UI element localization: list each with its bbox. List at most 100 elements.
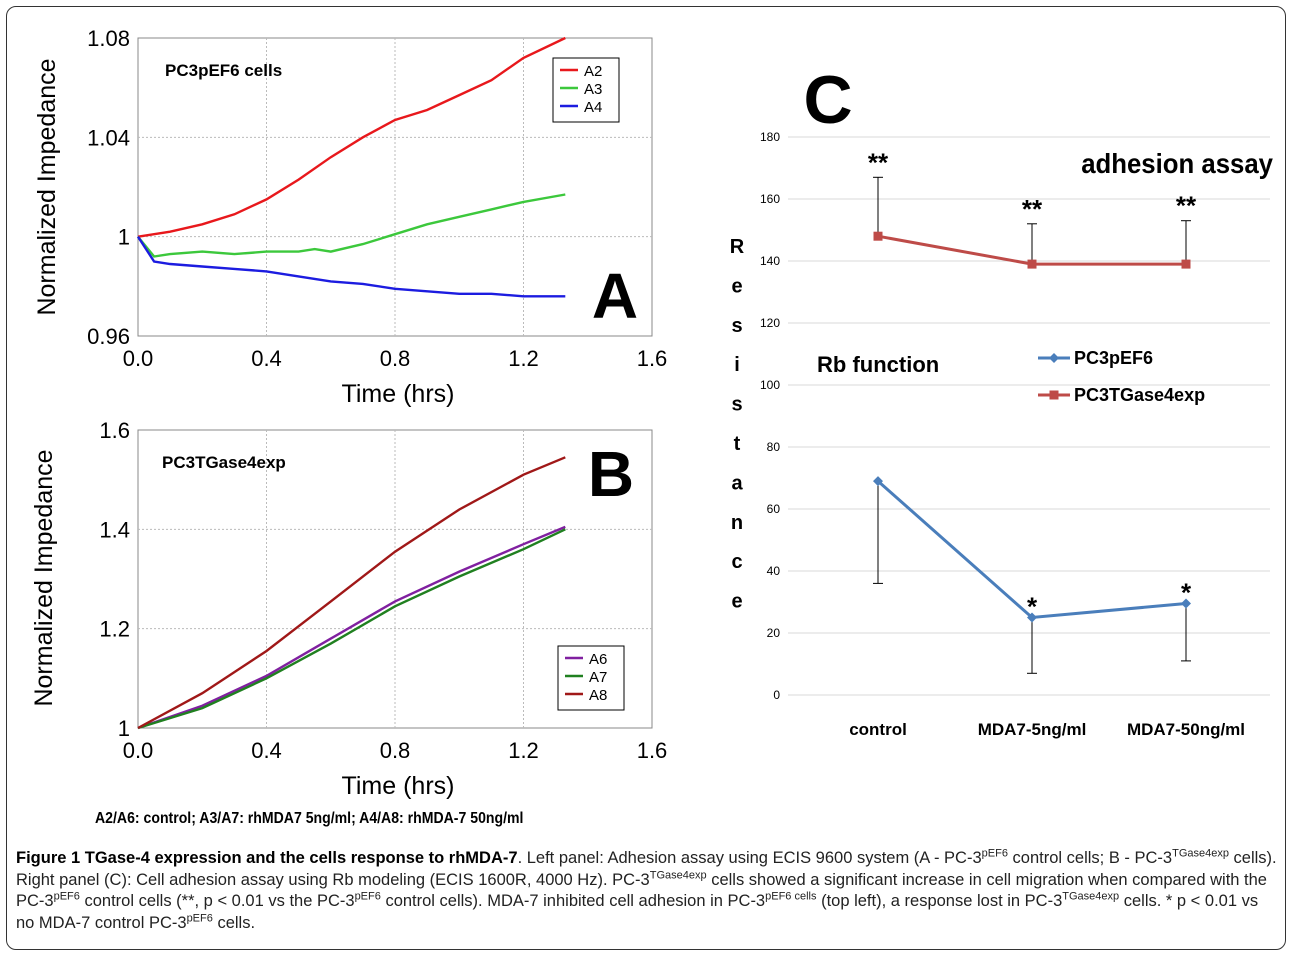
- y-axis-label-letter: R: [730, 236, 745, 258]
- x-tick-label: 1.2: [508, 738, 539, 763]
- y-axis-label-letter: t: [734, 433, 741, 455]
- caption-text: control cells; B - PC-3: [1007, 849, 1173, 867]
- panel-a-xlabel: Time (hrs): [342, 380, 455, 408]
- panel-b-legend: [557, 645, 625, 711]
- caption-title: Figure 1 TGase-4 expression and the cell…: [16, 849, 518, 867]
- panel-a-legend: [552, 57, 620, 123]
- caption-text: control cells (**, p < 0.01 vs the PC-3: [79, 892, 355, 910]
- y-tick-label: 1.6: [99, 418, 130, 443]
- panel-a-ylabel: Normalized Impedance: [33, 58, 61, 315]
- panel-a-letter: A: [592, 260, 638, 332]
- y-axis-label-letter: a: [731, 472, 743, 494]
- x-tick-label: 0.8: [380, 346, 411, 371]
- legend-label: PC3TGase4exp: [1074, 385, 1205, 405]
- series-line-a2: [137, 36, 566, 238]
- y-axis-label-letter: s: [731, 394, 742, 416]
- panel-c-letter: C: [803, 62, 852, 138]
- x-tick-label: 1.6: [637, 346, 668, 371]
- legend-marker: [1049, 390, 1059, 400]
- caption-sup: pEF6: [53, 890, 80, 903]
- y-tick-label: 100: [760, 378, 780, 392]
- y-tick-label: 1: [118, 225, 130, 250]
- y-axis-label-letter: i: [734, 354, 740, 376]
- panel-b-cell-label: PC3TGase4exp: [162, 453, 286, 472]
- panel-b-letter: B: [588, 438, 634, 510]
- y-tick-label: 20: [767, 626, 781, 640]
- legend-label: PC3pEF6: [1074, 348, 1153, 368]
- x-tick-label: 0.0: [123, 346, 154, 371]
- data-point-pc3pef6: [1181, 598, 1191, 609]
- series-line-a4: [136, 236, 566, 298]
- y-tick-label: 180: [760, 130, 780, 144]
- y-tick-label: 40: [767, 564, 781, 578]
- data-point-pc3tgase4exp: [873, 231, 883, 241]
- panel-c-title: adhesion assay: [1081, 148, 1273, 179]
- significance-marker: *: [1181, 578, 1192, 608]
- panel-a-cell-label: PC3pEF6 cells: [165, 61, 282, 80]
- caption-sup: pEF6: [354, 890, 381, 903]
- data-point-pc3pef6: [1027, 612, 1037, 623]
- x-tick-label: 1.6: [637, 738, 668, 763]
- caption-text: control cells). MDA-7 inhibited cell adh…: [380, 892, 766, 910]
- panel-c-chart: 0 20 40 60 80 100 120 140 160 180 control MDA7-5ng…: [730, 62, 1273, 739]
- legend-label: A3: [584, 81, 602, 98]
- data-point-pc3pef6: [873, 476, 883, 487]
- significance-marker: **: [1022, 194, 1043, 224]
- panel-b-chart: 1 1.2 1.4 1.6 0.0 0.4 0.8 1.2 1.6 Normalized Im…: [30, 418, 668, 800]
- significance-marker: **: [1176, 191, 1197, 221]
- x-tick-label: 0.0: [123, 738, 154, 763]
- caption-text: cells showed a significant increase in c…: [16, 870, 1267, 911]
- caption-sup: pEF6: [981, 847, 1008, 860]
- y-tick-label: 60: [767, 502, 781, 516]
- x-tick-label: 0.4: [251, 346, 282, 371]
- caption-text: cells). Right panel (C): Cell adhesion a…: [16, 849, 1277, 889]
- panel-b-xlabel: Time (hrs): [342, 772, 455, 800]
- series-line-a8: [137, 456, 566, 730]
- y-tick-label: 1: [118, 716, 130, 741]
- legend-label: A6: [589, 651, 607, 668]
- y-tick-label: 80: [767, 440, 781, 454]
- data-point-pc3tgase4exp: [1181, 259, 1191, 269]
- series-line-a6: [137, 525, 566, 730]
- y-tick-label: 1.2: [99, 617, 130, 642]
- y-tick-label: 1.08: [87, 26, 130, 51]
- data-point-pc3tgase4exp: [1027, 259, 1037, 269]
- series-line-a7: [137, 528, 566, 730]
- significance-marker: *: [1027, 592, 1038, 622]
- figure-caption: Figure 1 TGase-4 expression and the cell…: [16, 848, 1278, 934]
- x-tick-label: 0.8: [380, 738, 411, 763]
- category-label: MDA7-50ng/ml: [1127, 720, 1245, 739]
- legend-marker: [1049, 353, 1059, 363]
- caption-text: (top left), a response lost in PC-3: [816, 892, 1063, 910]
- treatment-legend: A2/A6: control; A3/A7: rhMDA7 5ng/ml; A4…: [95, 810, 524, 827]
- legend-label: A4: [584, 99, 602, 116]
- y-tick-label: 1.4: [99, 517, 130, 542]
- y-axis-label-letter: c: [731, 551, 742, 573]
- panel-c-subtitle: Rb function: [817, 352, 939, 377]
- y-axis-label-letter: e: [731, 275, 742, 297]
- caption-text: cells.: [212, 913, 256, 932]
- caption-sup: pEF6: [186, 912, 213, 924]
- caption-sup: TGase4exp: [1062, 890, 1120, 903]
- category-label: MDA7-5ng/ml: [978, 720, 1087, 739]
- caption-sup: TGase4exp: [1172, 847, 1229, 860]
- y-tick-label: 0: [773, 688, 780, 702]
- y-axis-label-letter: e: [731, 591, 742, 613]
- y-axis-label-letter: s: [731, 315, 742, 337]
- y-tick-label: 140: [760, 254, 780, 268]
- category-label: control: [849, 720, 907, 739]
- y-axis-label-letter: n: [731, 512, 743, 534]
- caption-sup: pEF6 cells: [765, 890, 817, 903]
- y-tick-label: 1.04: [87, 125, 130, 150]
- panel-b-ylabel: Normalized Impedance: [30, 449, 58, 706]
- figure-frame: [6, 6, 1286, 950]
- panel-a-chart: 0.96 1 1.04 1.08 0.0 0.4 0.8 1.2 1.6 Normalized…: [33, 26, 668, 408]
- legend-label: A8: [589, 687, 607, 704]
- significance-marker: **: [868, 147, 889, 177]
- x-tick-label: 1.2: [508, 346, 539, 371]
- legend-label: A2: [584, 63, 602, 80]
- caption-sup: TGase4exp: [649, 869, 707, 881]
- x-tick-label: 0.4: [251, 738, 282, 763]
- series-line-a3: [137, 193, 566, 258]
- y-tick-label: 120: [760, 316, 780, 330]
